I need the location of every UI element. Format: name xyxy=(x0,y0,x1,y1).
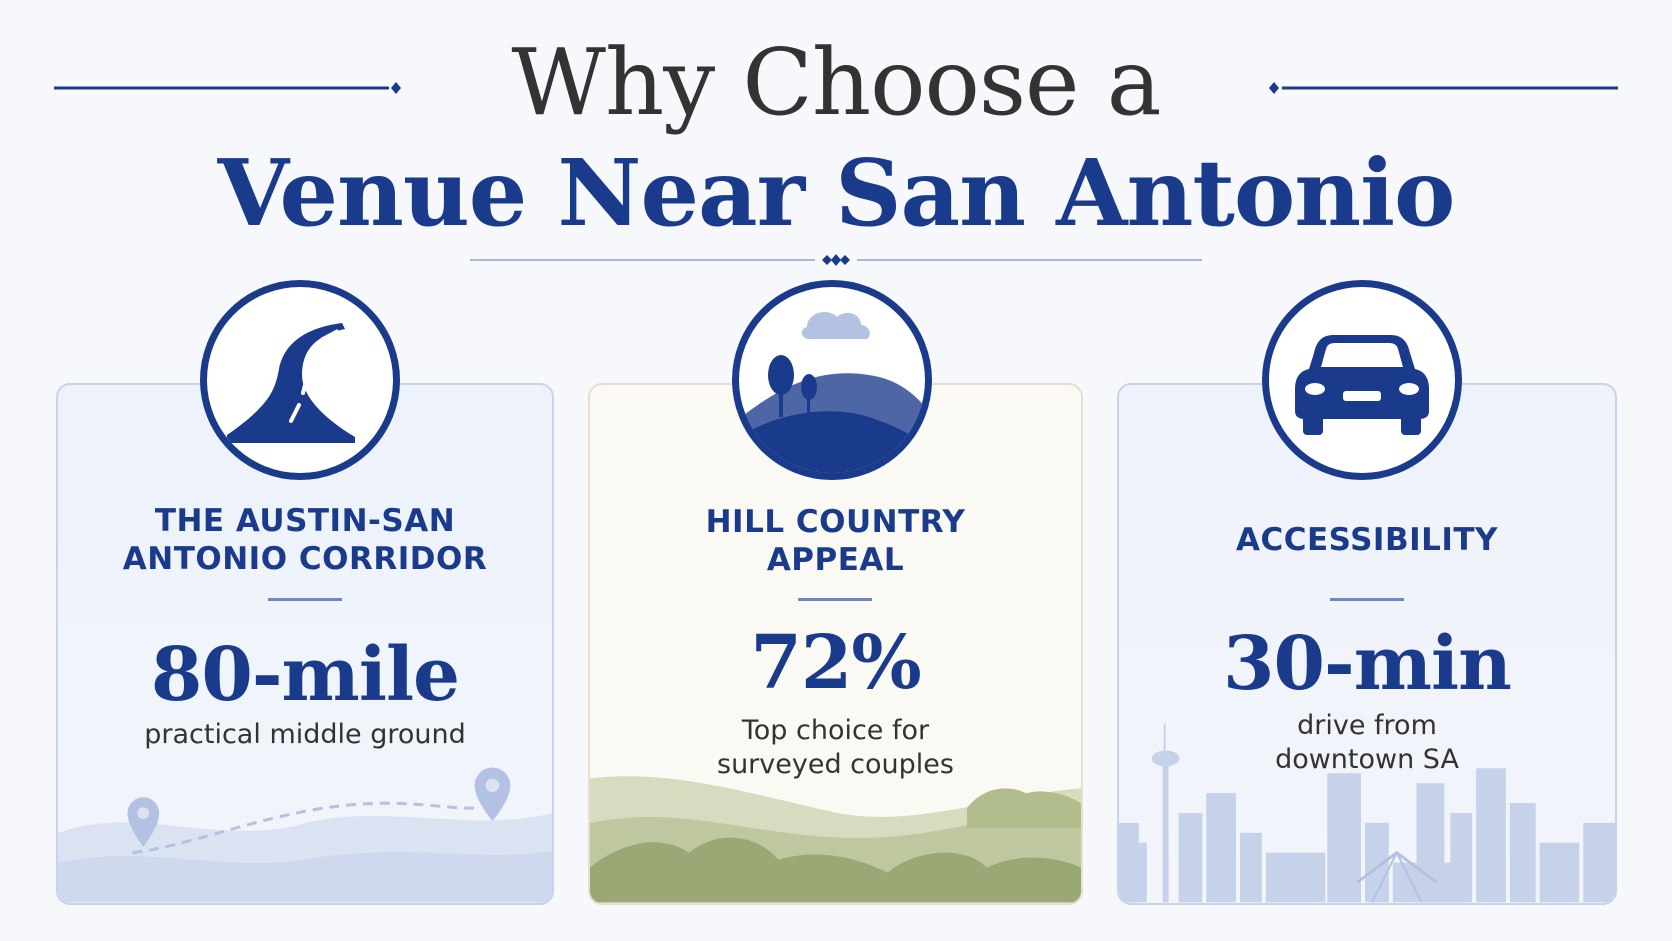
card2-description-line1: Top choice for xyxy=(741,715,930,746)
card1-heading-line1: THE AUSTIN-SAN xyxy=(154,503,456,539)
card2-description: Top choice for surveyed couples xyxy=(588,714,1083,782)
card1-divider xyxy=(268,598,342,601)
card1-description-line1: practical middle ground xyxy=(144,719,466,750)
hill-landscape-icon xyxy=(732,280,932,480)
title-ornament-divider xyxy=(470,254,1202,266)
page-title-line2: Venue Near San Antonio xyxy=(217,139,1456,247)
card3-divider xyxy=(1330,598,1404,601)
title-rule-left xyxy=(54,82,401,94)
city-skyline-scene xyxy=(1119,723,1615,903)
card-austin-san-antonio-corridor xyxy=(56,383,554,905)
card2-divider xyxy=(798,598,872,601)
card3-stat: 30-min xyxy=(1223,621,1512,707)
card3-description-line2: downtown SA xyxy=(1275,744,1459,775)
card1-description: practical middle ground xyxy=(56,718,554,752)
card2-description-line2: surveyed couples xyxy=(717,749,954,780)
card1-heading-line2: ANTONIO CORRIDOR xyxy=(122,541,488,577)
card1-stat: 80-mile xyxy=(150,632,460,718)
card2-heading-line1: HILL COUNTRY xyxy=(705,504,966,540)
card2-heading: HILL COUNTRY APPEAL xyxy=(588,503,1083,579)
car-icon xyxy=(1262,280,1462,480)
title-rule-right xyxy=(1269,82,1618,94)
page-title-line1: Why Choose a xyxy=(511,29,1161,136)
card3-heading: ACCESSIBILITY xyxy=(1117,521,1617,559)
card3-description: drive from downtown SA xyxy=(1117,709,1617,777)
card3-description-line1: drive from xyxy=(1297,710,1437,741)
map-route-scene xyxy=(58,767,552,903)
winding-road-icon xyxy=(200,280,400,480)
card1-heading: THE AUSTIN-SAN ANTONIO CORRIDOR xyxy=(56,502,554,578)
card2-heading-line2: APPEAL xyxy=(766,542,905,578)
card3-heading-line1: ACCESSIBILITY xyxy=(1235,522,1498,558)
card2-stat: 72% xyxy=(750,620,921,706)
rolling-hills-scene xyxy=(590,776,1081,903)
